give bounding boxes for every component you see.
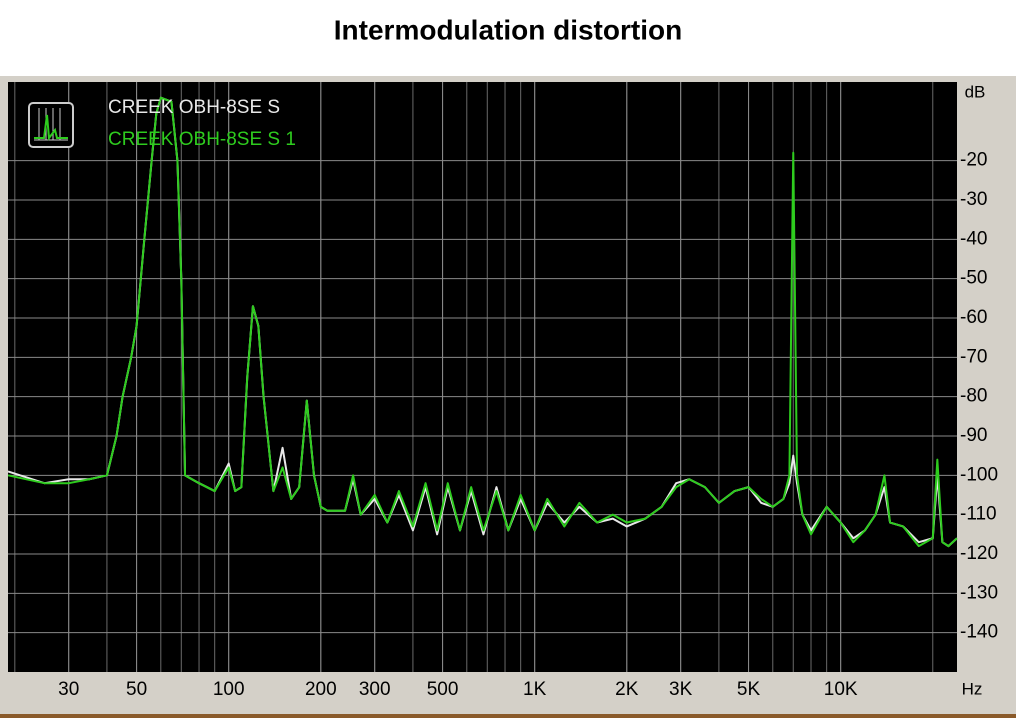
y-tick-label: -130: [960, 582, 998, 603]
x-tick-label: 2K: [615, 679, 639, 700]
chart-title: Intermodulation distortion: [334, 14, 682, 45]
y-tick-label: -40: [960, 228, 987, 249]
y-tick-label: -30: [960, 189, 987, 210]
y-tick-label: -50: [960, 268, 987, 289]
frame-edge: [0, 714, 1016, 718]
x-tick-label: 300: [359, 679, 391, 700]
y-axis-label: dB: [965, 82, 986, 101]
y-tick-label: -60: [960, 307, 987, 328]
y-tick-label: -120: [960, 543, 998, 564]
legend: CREEK OBH-8SE S CREEK OBH-8SE S 1: [108, 97, 296, 150]
legend-label: CREEK OBH-8SE S 1: [108, 129, 296, 150]
x-tick-label: 30: [58, 679, 79, 700]
x-tick-label: 1K: [523, 679, 547, 700]
x-tick-label: 5K: [737, 679, 761, 700]
x-tick-label: 10K: [824, 679, 858, 700]
x-tick-label: 50: [126, 679, 147, 700]
x-axis-label: Hz: [962, 679, 983, 698]
plot-area: [8, 82, 957, 672]
x-tick-label: 3K: [669, 679, 693, 700]
legend-icon: [28, 102, 74, 148]
lines: [7, 96, 958, 548]
y-tick-label: -110: [960, 504, 997, 525]
y-tick-label: -140: [960, 622, 998, 643]
y-tick-label: -70: [960, 346, 987, 367]
y-tick-label: -20: [960, 150, 987, 171]
y-tick-label: -90: [960, 425, 987, 446]
legend-label: CREEK OBH-8SE S: [108, 97, 280, 118]
x-tick-label: 100: [213, 679, 245, 700]
x-tick-label: 500: [427, 679, 459, 700]
y-tick-label: -80: [960, 386, 987, 407]
y-tick-label: -100: [960, 464, 998, 485]
x-tick-label: 200: [305, 679, 337, 700]
grid: [8, 82, 957, 672]
series-line: [7, 96, 958, 548]
